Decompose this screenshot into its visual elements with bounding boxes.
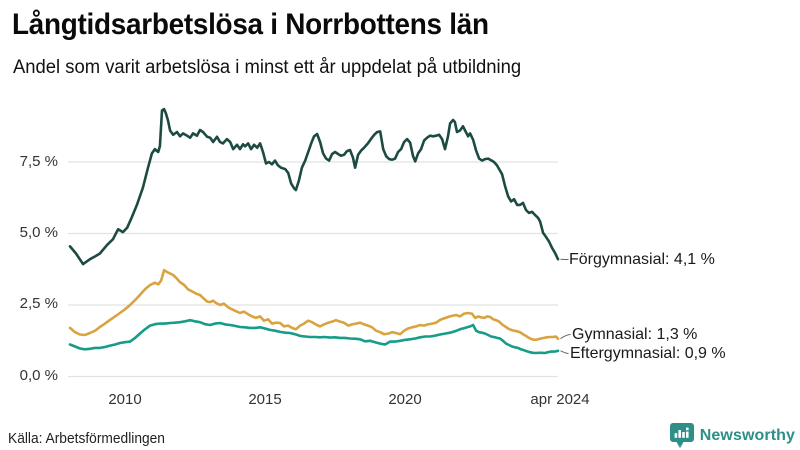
page-title: Långtidsarbetslösa i Norrbottens län xyxy=(12,8,489,41)
series-line-förgymnasial xyxy=(68,107,560,266)
series-line-gymnasial xyxy=(68,268,560,342)
newsworthy-brand-label: Newsworthy xyxy=(699,427,795,444)
y-tick-label-0: 0,0 % xyxy=(19,367,58,384)
label-connector xyxy=(560,350,569,354)
series-end-label-forgymnasial: Förgymnasial: 4,1 % xyxy=(569,251,715,268)
series-end-label-gymnasial: Gymnasial: 1,3 % xyxy=(572,326,698,343)
y-tick-label-2-5: 2,5 % xyxy=(19,295,58,312)
label-connector xyxy=(560,334,571,340)
newsworthy-brand: Newsworthy xyxy=(669,423,795,449)
y-tick-label-7-5: 7,5 % xyxy=(19,153,58,170)
series-end-label-eftergymnasial: Eftergymnasial: 0,9 % xyxy=(570,345,726,362)
x-tick-label-2010: 2010 xyxy=(108,391,142,408)
newsworthy-logo-icon xyxy=(669,423,694,448)
series-line-eftergymnasial xyxy=(68,318,560,355)
x-tick-label-apr-2024: apr 2024 xyxy=(530,391,590,408)
chart-subtitle: Andel som varit arbetslösa i minst ett å… xyxy=(13,57,522,78)
y-tick-label-5-0: 5,0 % xyxy=(19,224,58,241)
source-credit: Källa: Arbetsförmedlingen xyxy=(8,431,165,447)
x-tick-label-2020: 2020 xyxy=(388,391,422,408)
x-tick-label-2015: 2015 xyxy=(248,391,282,408)
